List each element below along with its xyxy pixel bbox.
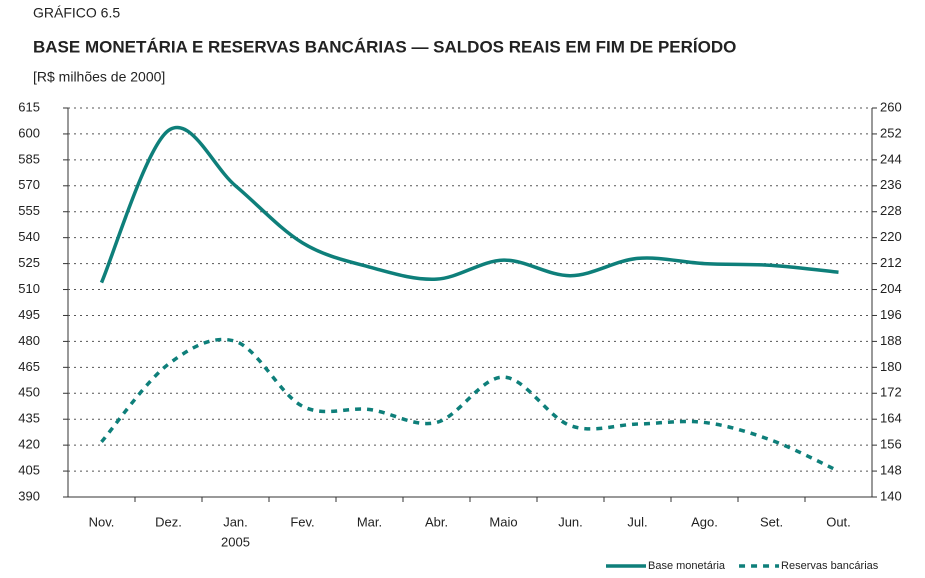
y2-tick-label: 252 xyxy=(880,125,902,140)
y2-tick-label: 228 xyxy=(880,203,902,218)
y-tick-label: 585 xyxy=(18,151,40,166)
x-tick-label: Nov. xyxy=(89,514,115,529)
y-tick-label: 570 xyxy=(18,177,40,192)
y2-tick-label: 172 xyxy=(880,385,902,400)
y2-tick-label: 204 xyxy=(880,281,902,296)
y2-tick-label: 148 xyxy=(880,463,902,478)
series-line xyxy=(100,337,840,473)
y2-tick-label: 212 xyxy=(880,255,902,270)
chart-title: BASE MONETÁRIA E RESERVAS BANCÁRIAS — SA… xyxy=(33,37,736,56)
y-tick-label: 600 xyxy=(18,125,40,140)
y-tick-label: 420 xyxy=(18,437,40,452)
y2-tick-label: 164 xyxy=(880,411,902,426)
x-tick-label: Ago. xyxy=(691,514,718,529)
y2-tick-label: 196 xyxy=(880,307,902,322)
y2-tick-label: 188 xyxy=(880,333,902,348)
x-tick-label: Abr. xyxy=(425,514,448,529)
x-tick-label: Out. xyxy=(826,514,851,529)
y-tick-label: 510 xyxy=(18,281,40,296)
legend-label: Reservas bancárias xyxy=(781,560,879,572)
year-label: 2005 xyxy=(221,534,250,549)
y-tick-label: 435 xyxy=(18,411,40,426)
y2-tick-label: 180 xyxy=(880,359,902,374)
kicker: GRÁFICO 6.5 xyxy=(33,5,120,21)
y-tick-label: 450 xyxy=(18,385,40,400)
y-tick-label: 390 xyxy=(18,488,40,503)
x-tick-label: Maio xyxy=(489,514,517,529)
series-line xyxy=(99,125,839,284)
y-tick-label: 540 xyxy=(18,229,40,244)
y2-tick-label: 220 xyxy=(880,229,902,244)
y2-tick-label: 244 xyxy=(880,151,902,166)
subtitle: [R$ milhões de 2000] xyxy=(33,69,165,85)
x-tick-label: Set. xyxy=(760,514,783,529)
y-tick-label: 480 xyxy=(18,333,40,348)
y2-tick-label: 260 xyxy=(880,99,902,114)
legend-label: Base monetária xyxy=(648,560,726,572)
y2-tick-label: 236 xyxy=(880,177,902,192)
y-tick-label: 615 xyxy=(18,99,40,114)
y2-tick-label: 140 xyxy=(880,488,902,503)
x-tick-label: Jan. xyxy=(223,514,248,529)
y-tick-label: 525 xyxy=(18,255,40,270)
y-tick-label: 555 xyxy=(18,203,40,218)
x-tick-label: Fev. xyxy=(290,514,314,529)
x-tick-label: Dez. xyxy=(155,514,182,529)
y2-tick-label: 156 xyxy=(880,437,902,452)
x-tick-label: Jul. xyxy=(627,514,647,529)
y-tick-label: 465 xyxy=(18,359,40,374)
x-tick-label: Jun. xyxy=(558,514,583,529)
y-tick-label: 405 xyxy=(18,463,40,478)
x-tick-label: Mar. xyxy=(357,514,382,529)
y-tick-label: 495 xyxy=(18,307,40,322)
